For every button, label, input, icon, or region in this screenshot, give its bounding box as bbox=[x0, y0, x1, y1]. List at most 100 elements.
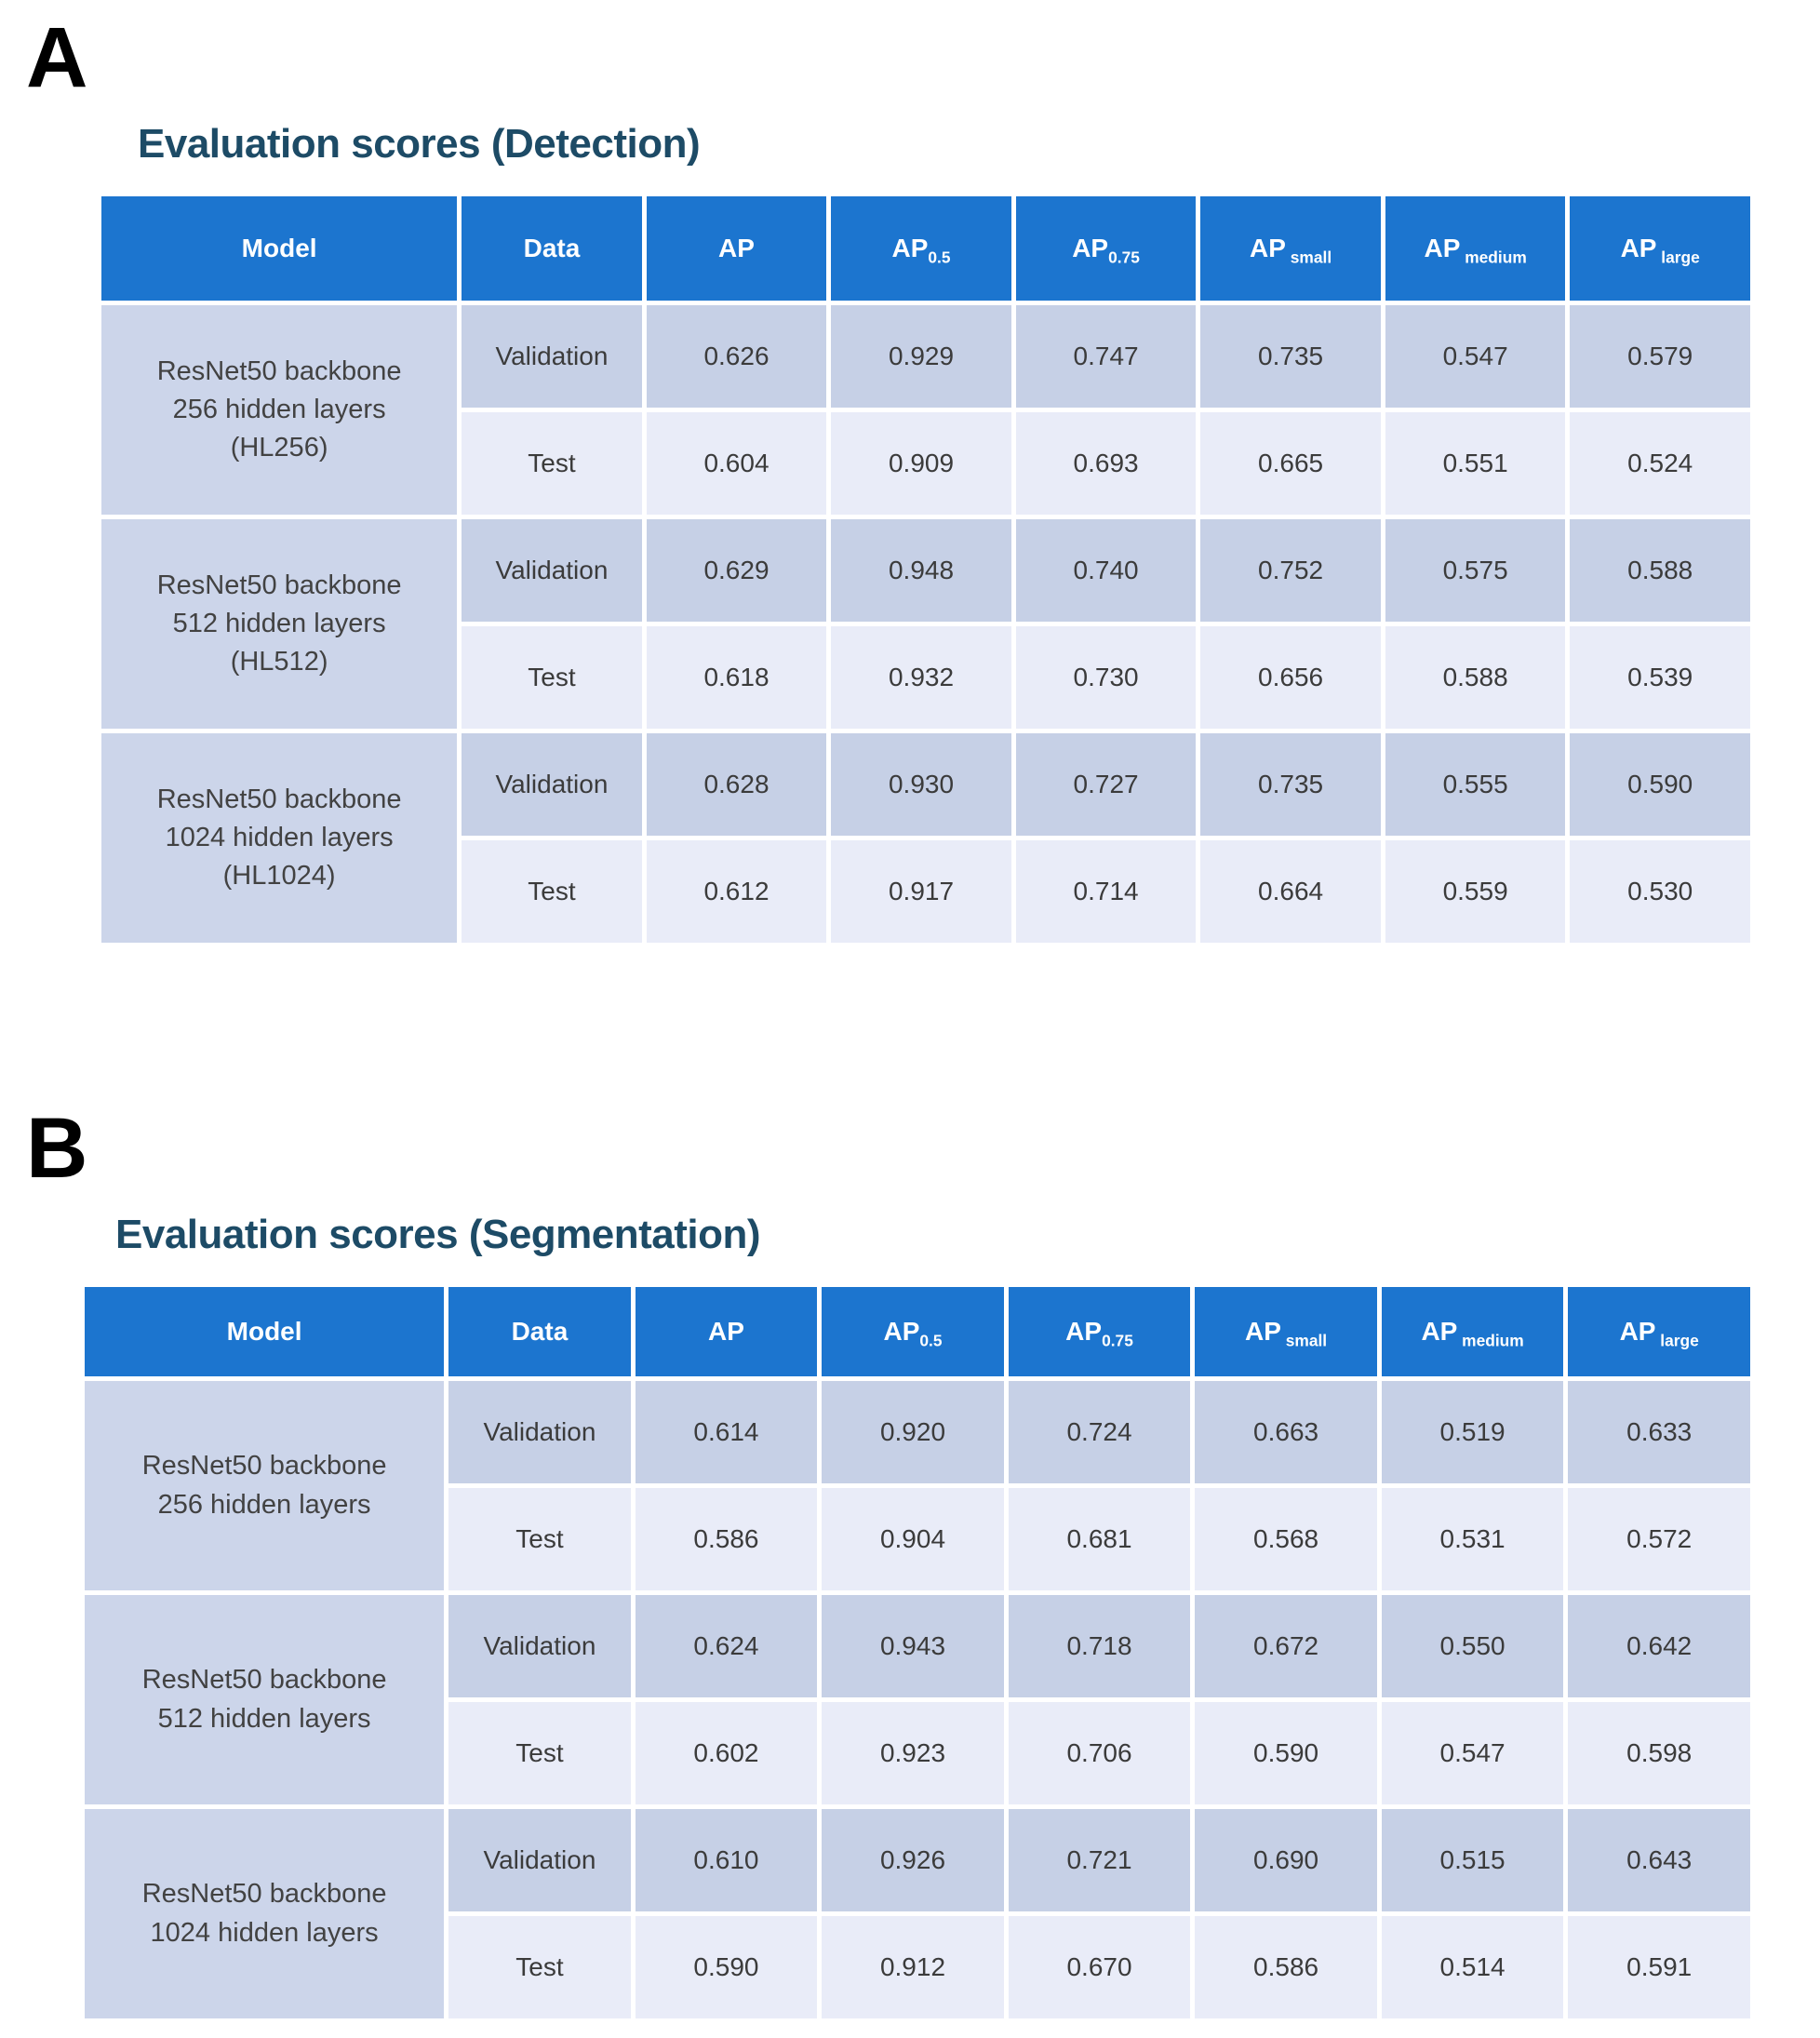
score-cell: 0.555 bbox=[1385, 733, 1566, 836]
score-cell: 0.665 bbox=[1200, 412, 1381, 515]
table-row-validation: ResNet50 backbone 256 hidden layers Valida… bbox=[85, 1381, 1750, 1590]
score-cell: 0.706 bbox=[1008, 1702, 1191, 1804]
table-row-validation: ResNet50 backbone 1024 hidden layers Valid… bbox=[85, 1809, 1750, 2018]
model-cell: ResNet50 backbone 512 hidden layers (HL512… bbox=[101, 519, 458, 729]
panel-label-a: A bbox=[26, 10, 87, 105]
score-cell: 0.643 bbox=[1568, 1809, 1750, 1911]
model-name-line: 256 hidden layers bbox=[157, 1489, 371, 1520]
score-cell: 0.690 bbox=[1195, 1809, 1377, 1911]
model-name-line: (HL256) bbox=[230, 433, 328, 463]
score-cell: 0.718 bbox=[1008, 1595, 1191, 1697]
score-cell: 0.629 bbox=[646, 519, 827, 622]
score-cell: 0.740 bbox=[1015, 519, 1197, 622]
score-cell: 0.579 bbox=[1570, 305, 1750, 408]
score-cell: 0.590 bbox=[1570, 733, 1750, 836]
data-split-cell: Validation bbox=[448, 1595, 631, 1697]
score-cell: 0.923 bbox=[822, 1702, 1004, 1804]
data-split-cell: Validation bbox=[462, 733, 642, 836]
model-name-line: 256 hidden layers bbox=[172, 394, 386, 424]
score-cell: 0.656 bbox=[1200, 626, 1381, 729]
column-header-data: Data bbox=[462, 196, 642, 301]
column-header-ap-large: AP large bbox=[1568, 1287, 1750, 1376]
table-row-validation: ResNet50 backbone 1024 hidden layers (HL10… bbox=[101, 733, 1750, 943]
column-header-ap-0-5: AP0.5 bbox=[822, 1287, 1004, 1376]
score-cell: 0.514 bbox=[1381, 1916, 1564, 2018]
data-split-cell: Test bbox=[462, 412, 642, 515]
data-split-cell: Test bbox=[448, 1488, 631, 1590]
data-split-cell: Test bbox=[462, 840, 642, 943]
score-cell: 0.747 bbox=[1015, 305, 1197, 408]
table-row-test: Test 0.590 0.912 0.670 0.586 0.514 0.591 bbox=[85, 1916, 1750, 2018]
column-header-ap: AP bbox=[635, 1287, 818, 1376]
model-name-line: 512 hidden layers bbox=[157, 1703, 371, 1734]
score-cell: 0.524 bbox=[1570, 412, 1750, 515]
score-cell: 0.909 bbox=[831, 412, 1011, 515]
score-cell: 0.727 bbox=[1015, 733, 1197, 836]
score-cell: 0.693 bbox=[1015, 412, 1197, 515]
score-cell: 0.642 bbox=[1568, 1595, 1750, 1697]
score-cell: 0.724 bbox=[1008, 1381, 1191, 1483]
score-cell: 0.735 bbox=[1200, 305, 1381, 408]
score-cell: 0.551 bbox=[1385, 412, 1566, 515]
score-cell: 0.604 bbox=[646, 412, 827, 515]
score-cell: 0.714 bbox=[1015, 840, 1197, 943]
score-cell: 0.598 bbox=[1568, 1702, 1750, 1804]
score-cell: 0.588 bbox=[1570, 519, 1750, 622]
score-cell: 0.926 bbox=[822, 1809, 1004, 1911]
data-split-cell: Test bbox=[448, 1702, 631, 1804]
score-cell: 0.612 bbox=[646, 840, 827, 943]
score-cell: 0.588 bbox=[1385, 626, 1566, 729]
model-name-line: 1024 hidden layers bbox=[165, 822, 394, 852]
score-cell: 0.929 bbox=[831, 305, 1011, 408]
model-name-line: (HL512) bbox=[230, 647, 328, 677]
panel-b: B Evaluation scores (Segmentation) Model… bbox=[0, 1106, 1820, 2023]
score-cell: 0.948 bbox=[831, 519, 1011, 622]
column-header-model: Model bbox=[85, 1287, 445, 1376]
model-name-line: ResNet50 backbone bbox=[141, 1451, 387, 1482]
model-name-line: 512 hidden layers bbox=[172, 608, 386, 638]
table-row-test: Test 0.602 0.923 0.706 0.590 0.547 0.598 bbox=[85, 1702, 1750, 1804]
score-cell: 0.628 bbox=[646, 733, 827, 836]
column-header-data: Data bbox=[448, 1287, 631, 1376]
score-cell: 0.618 bbox=[646, 626, 827, 729]
score-cell: 0.530 bbox=[1570, 840, 1750, 943]
score-cell: 0.943 bbox=[822, 1595, 1004, 1697]
score-cell: 0.547 bbox=[1385, 305, 1566, 408]
column-header-ap-small: AP small bbox=[1195, 1287, 1377, 1376]
data-split-cell: Validation bbox=[462, 305, 642, 408]
score-cell: 0.586 bbox=[1195, 1916, 1377, 2018]
score-cell: 0.904 bbox=[822, 1488, 1004, 1590]
score-cell: 0.920 bbox=[822, 1381, 1004, 1483]
score-cell: 0.568 bbox=[1195, 1488, 1377, 1590]
score-cell: 0.614 bbox=[635, 1381, 818, 1483]
score-cell: 0.539 bbox=[1570, 626, 1750, 729]
score-cell: 0.633 bbox=[1568, 1381, 1750, 1483]
score-cell: 0.721 bbox=[1008, 1809, 1191, 1911]
score-cell: 0.932 bbox=[831, 626, 1011, 729]
score-cell: 0.610 bbox=[635, 1809, 818, 1911]
score-cell: 0.559 bbox=[1385, 840, 1566, 943]
score-cell: 0.670 bbox=[1008, 1916, 1191, 2018]
data-split-cell: Validation bbox=[448, 1381, 631, 1483]
score-cell: 0.531 bbox=[1381, 1488, 1564, 1590]
score-cell: 0.912 bbox=[822, 1916, 1004, 2018]
model-cell: ResNet50 backbone 256 hidden layers bbox=[85, 1381, 445, 1590]
table-row-validation: ResNet50 backbone 256 hidden layers (HL256… bbox=[101, 305, 1750, 515]
score-cell: 0.664 bbox=[1200, 840, 1381, 943]
model-name-line: ResNet50 backbone bbox=[156, 570, 402, 600]
score-cell: 0.663 bbox=[1195, 1381, 1377, 1483]
model-cell: ResNet50 backbone 512 hidden layers bbox=[85, 1595, 445, 1804]
detection-table-title: Evaluation scores (Detection) bbox=[138, 121, 701, 167]
score-cell: 0.550 bbox=[1381, 1595, 1564, 1697]
table-row-validation: ResNet50 backbone 512 hidden layers (HL512… bbox=[101, 519, 1750, 729]
data-split-cell: Validation bbox=[448, 1809, 631, 1911]
model-cell: ResNet50 backbone 256 hidden layers (HL256… bbox=[101, 305, 458, 515]
table-row-validation: ResNet50 backbone 512 hidden layers Valida… bbox=[85, 1595, 1750, 1804]
score-cell: 0.681 bbox=[1008, 1488, 1191, 1590]
panel-a: A Evaluation scores (Detection) Model Dat… bbox=[0, 0, 1820, 947]
column-header-ap-0-75: AP0.75 bbox=[1015, 196, 1197, 301]
model-name-line: ResNet50 backbone bbox=[156, 784, 402, 814]
score-cell: 0.575 bbox=[1385, 519, 1566, 622]
score-cell: 0.752 bbox=[1200, 519, 1381, 622]
score-cell: 0.590 bbox=[635, 1916, 818, 2018]
